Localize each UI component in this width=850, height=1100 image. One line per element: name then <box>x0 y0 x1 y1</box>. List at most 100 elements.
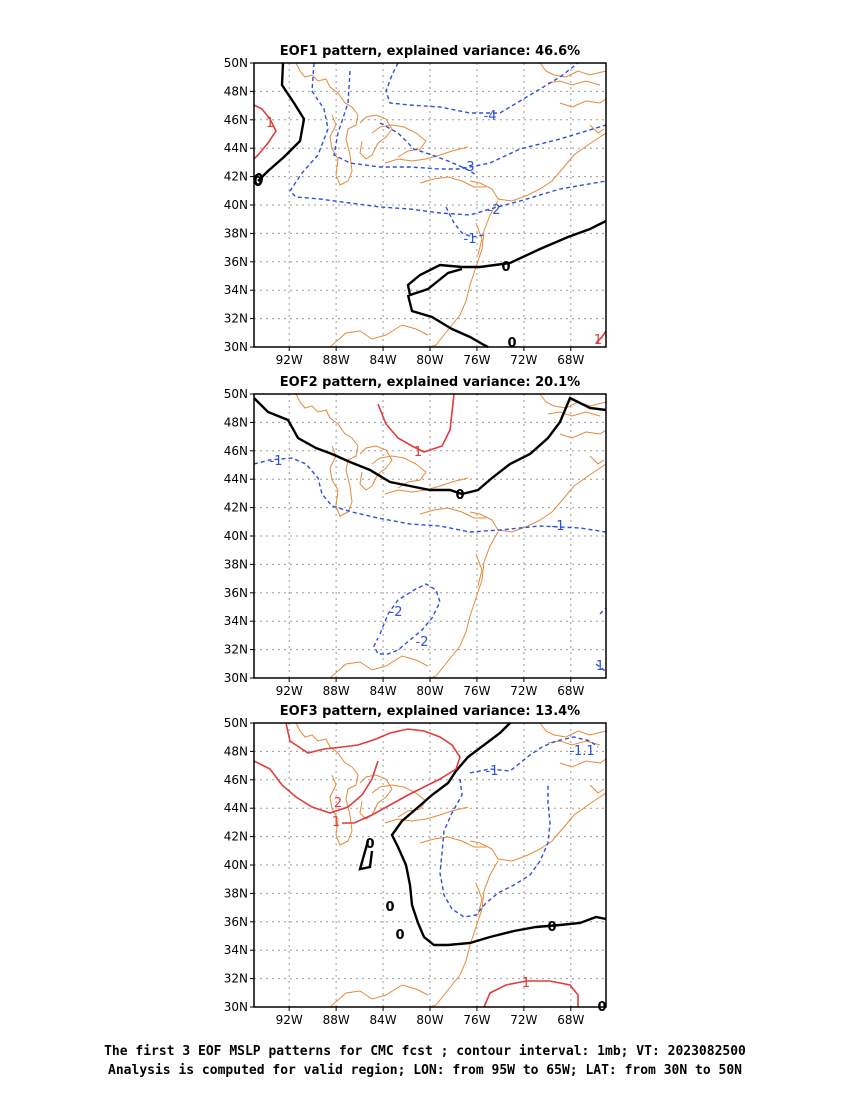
contour-label: 1 <box>414 445 422 460</box>
coastline <box>371 455 427 489</box>
lat-label: 34N <box>224 283 248 297</box>
lon-label: 80W <box>416 353 443 367</box>
lat-label: 34N <box>224 614 248 628</box>
contours <box>253 393 607 675</box>
coastline <box>295 722 359 846</box>
contour-label: -4 <box>484 109 497 124</box>
coastline <box>329 324 429 348</box>
coastline <box>539 722 607 738</box>
coastline <box>589 124 605 134</box>
coastline <box>475 553 483 587</box>
coastline <box>384 146 469 164</box>
coastlines <box>295 722 607 1008</box>
lat-label: 30N <box>224 340 248 354</box>
lon-label: 68W <box>557 684 584 698</box>
coastline <box>539 62 607 78</box>
caption-line-2: Analysis is computed for valid region; L… <box>108 1063 742 1078</box>
lat-label: 36N <box>224 255 248 269</box>
contour-zero <box>257 62 306 182</box>
contour-label: -3 <box>462 160 475 175</box>
contour-label: 0 <box>547 920 556 935</box>
lat-label: 38N <box>224 886 248 900</box>
contour-zero <box>253 172 263 187</box>
lon-label: 72W <box>510 353 537 367</box>
lat-label: 42N <box>224 501 248 515</box>
coastline <box>429 200 499 348</box>
contour-pos <box>483 980 579 1008</box>
coastlines <box>295 393 607 679</box>
lat-label: 40N <box>224 529 248 543</box>
contour-label: 0 <box>395 928 404 943</box>
coastlines <box>295 62 607 348</box>
lon-label: 84W <box>369 1013 396 1027</box>
eof-figure: EOF1 pattern, explained variance: 46.6% -… <box>224 44 607 1027</box>
lon-label: 68W <box>557 353 584 367</box>
lat-label: 50N <box>224 56 248 70</box>
lon-label: 80W <box>416 684 443 698</box>
coastline <box>329 655 429 679</box>
coastline <box>469 463 607 533</box>
map-panel-2: EOF2 pattern, explained variance: 20.1% -… <box>224 375 607 698</box>
coastline <box>547 80 601 86</box>
lat-label: 44N <box>224 472 248 486</box>
contour-neg <box>373 583 441 655</box>
coastline <box>429 860 499 1008</box>
coastline <box>559 429 607 439</box>
lon-label: 76W <box>463 1013 490 1027</box>
lat-label: 44N <box>224 141 248 155</box>
contour-label: 2 <box>334 796 342 811</box>
coastline <box>384 806 469 824</box>
contour-zero <box>253 396 607 496</box>
contour-label: 1 <box>594 333 602 348</box>
coastline <box>359 445 393 491</box>
coastline <box>359 114 393 160</box>
lon-label: 88W <box>323 1013 350 1027</box>
coastline <box>539 393 607 409</box>
lon-label: 72W <box>510 1013 537 1027</box>
coastline <box>559 98 607 108</box>
coastline <box>329 984 429 1008</box>
lon-label: 76W <box>463 353 490 367</box>
lat-label: 48N <box>224 84 248 98</box>
contour-label: 1 <box>332 815 340 830</box>
coastline <box>419 836 486 848</box>
coastline <box>589 455 605 465</box>
lon-label: 88W <box>323 684 350 698</box>
lon-label: 92W <box>276 353 303 367</box>
lat-label: 42N <box>224 830 248 844</box>
contour-neg <box>379 122 477 176</box>
coastline <box>547 740 601 746</box>
contour-pos <box>377 393 455 453</box>
lat-label: 40N <box>224 198 248 212</box>
coastline <box>469 792 607 862</box>
contour-zero <box>390 722 607 947</box>
panel-title: EOF2 pattern, explained variance: 20.1% <box>280 375 580 390</box>
contour-label: -1 <box>486 764 499 779</box>
lat-label: 32N <box>224 972 248 986</box>
contour-label: -1 <box>464 232 477 247</box>
lon-label: 72W <box>510 684 537 698</box>
coastline <box>589 784 605 794</box>
contour-label: -2 <box>416 635 429 650</box>
lon-label: 68W <box>557 1013 584 1027</box>
coastline <box>475 222 483 256</box>
lat-label: 36N <box>224 586 248 600</box>
contour-label: -1.1 <box>569 744 594 759</box>
contour-label: -1 <box>270 454 283 469</box>
contour-zero <box>406 219 607 349</box>
contour-label: 1 <box>266 116 274 131</box>
contour-label: 0 <box>455 488 464 503</box>
lat-label: 40N <box>224 858 248 872</box>
contour-pos <box>285 722 461 824</box>
lat-label: 36N <box>224 915 248 929</box>
coastline <box>419 507 486 519</box>
contour-neg <box>595 607 607 675</box>
lat-label: 38N <box>224 557 248 571</box>
lat-label: 50N <box>224 387 248 401</box>
contours <box>253 62 607 349</box>
lat-label: 30N <box>224 1000 248 1014</box>
coastline <box>475 882 483 916</box>
contour-neg <box>289 62 607 216</box>
panel-title: EOF3 pattern, explained variance: 13.4% <box>280 704 580 719</box>
lon-label: 84W <box>369 353 396 367</box>
